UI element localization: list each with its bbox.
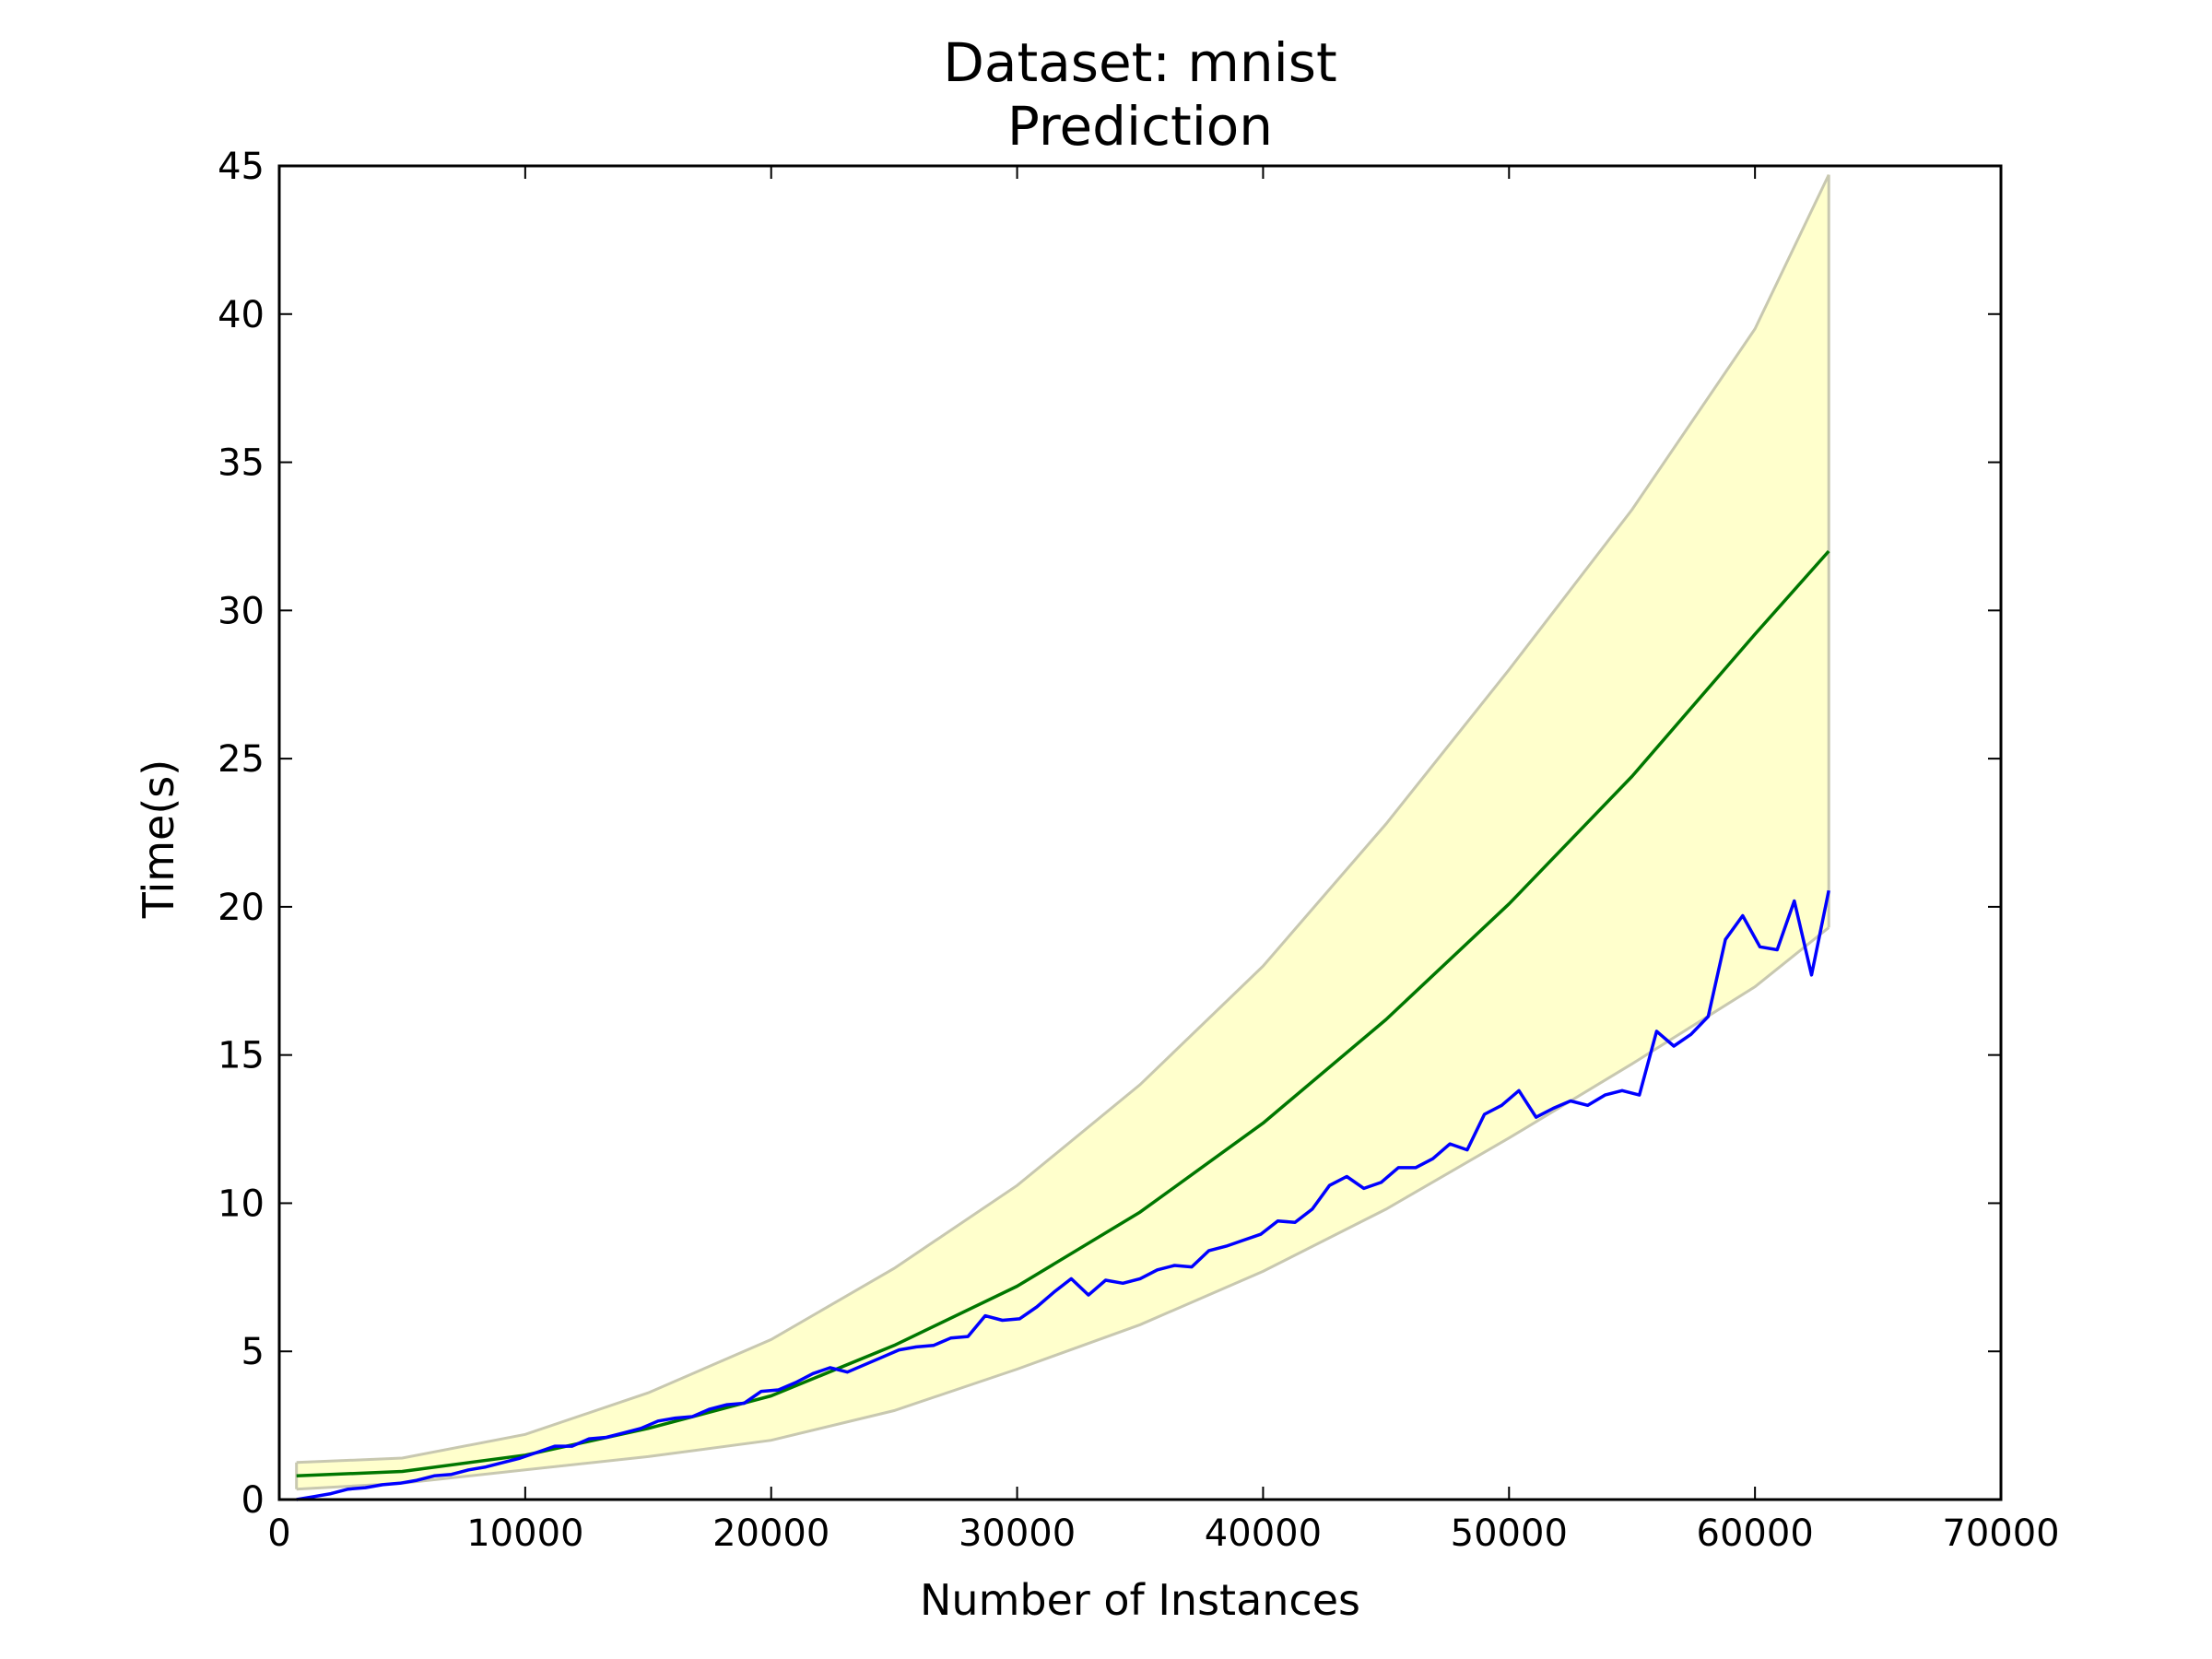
x-tick-label: 50000 [1451,1512,1568,1555]
y-tick-label: 20 [218,887,265,929]
y-tick-label: 35 [218,442,265,485]
x-tick-label: 0 [267,1512,290,1555]
x-tick-label: 40000 [1205,1512,1322,1555]
x-tick-label: 20000 [712,1512,830,1555]
plot-area [277,164,2003,1501]
y-axis-label: Time(s) [134,759,183,919]
band-upper-edge [296,173,1830,1465]
confidence-band [296,174,1830,1489]
series-line-measured [296,889,1830,1501]
x-tick-label: 70000 [1942,1512,2059,1555]
y-tick-label: 15 [218,1035,265,1077]
x-tick-label: 60000 [1697,1512,1814,1555]
y-tick-label: 0 [241,1479,265,1522]
y-tick-label: 25 [218,738,265,781]
axis-ticks: 0 10000 20000 30000 40000 50000 60000 70000 0 5 10… [218,146,2060,1555]
x-tick-label: 10000 [466,1512,583,1555]
axes-frame [277,164,2003,1501]
y-tick-label: 40 [218,294,265,336]
y-tick-label: 5 [241,1331,265,1373]
x-tick-label: 30000 [959,1512,1076,1555]
chart-title-line-1: Dataset: mnist [943,31,1336,94]
y-tick-label: 10 [218,1182,265,1225]
chart-title-line-2: Prediction [1007,95,1273,158]
y-tick-label: 45 [218,146,265,188]
x-axis-label: Number of Instances [920,1575,1360,1625]
y-tick-label: 30 [218,590,265,632]
band-lower-edge [296,926,1830,1491]
